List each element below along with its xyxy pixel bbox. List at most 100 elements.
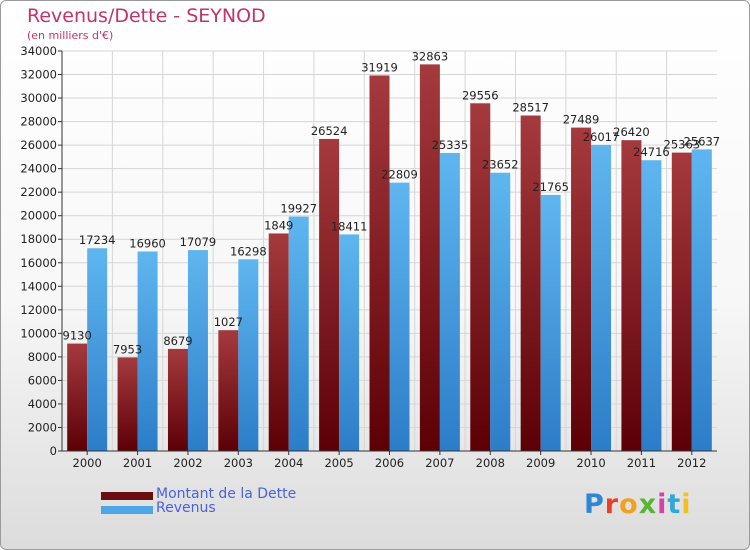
value-label-revenus: 17234 <box>79 233 116 247</box>
x-tick-label: 2010 <box>576 456 605 470</box>
x-tick-label: 2001 <box>123 456 152 470</box>
logo-letter: t <box>667 489 682 520</box>
value-label-dette: 9130 <box>63 329 92 343</box>
legend-swatch-dette <box>101 492 153 500</box>
bar-revenus-2005 <box>339 234 360 451</box>
value-label-dette: 25363 <box>664 138 701 152</box>
value-label-revenus: 16960 <box>129 236 166 250</box>
y-tick-label: 4000 <box>28 397 57 411</box>
bar-dette-2008 <box>470 103 491 452</box>
value-label-revenus: 19927 <box>280 202 317 216</box>
bar-revenus-2008 <box>490 172 511 451</box>
logo-letter: i <box>657 489 668 520</box>
logo-letter: P <box>584 489 605 520</box>
bar-dette-2010 <box>571 127 592 451</box>
value-label-dette: 32863 <box>412 49 449 63</box>
value-labels: 9130 17234 7953 16960 8679 17079 1027 16298 1849… <box>63 49 721 356</box>
x-tick-label: 2011 <box>627 456 656 470</box>
bar-revenus-2009 <box>540 194 561 452</box>
x-tick-label: 2009 <box>526 456 555 470</box>
chart-title: Revenus/Dette - SEYNOD <box>27 5 266 27</box>
logo-letter: r <box>604 489 620 520</box>
bar-dette-2002 <box>167 348 188 451</box>
value-label-dette: 26420 <box>613 125 650 139</box>
logo-letter: i <box>681 489 692 520</box>
x-tick-label: 2004 <box>274 456 303 470</box>
value-label-revenus: 26017 <box>583 130 620 144</box>
value-label-dette: 28517 <box>512 101 549 115</box>
y-tick-label: 2000 <box>28 420 57 434</box>
bar-revenus-2006 <box>389 182 410 452</box>
bar-dette-2006 <box>369 75 390 451</box>
bar-revenus-2003 <box>238 259 259 451</box>
bar-dette-2001 <box>117 357 138 451</box>
x-tick-label: 2007 <box>425 456 454 470</box>
y-tick-label: 32000 <box>20 68 57 82</box>
y-tick-label: 24000 <box>20 162 57 176</box>
value-label-revenus: 17079 <box>180 235 217 249</box>
x-tick-label: 2005 <box>324 456 353 470</box>
bar-dette-2007 <box>419 64 440 451</box>
x-tick-label: 2002 <box>173 456 202 470</box>
value-label-dette: 7953 <box>113 342 142 356</box>
logo-letter: x <box>638 489 658 520</box>
y-tick-label: 20000 <box>20 209 57 223</box>
legend-swatch-revenus <box>101 506 153 514</box>
value-label-revenus: 25335 <box>432 138 469 152</box>
y-tick-label: 22000 <box>20 185 57 199</box>
legend-label-revenus: Revenus <box>156 500 216 516</box>
axes: 0 2000 4000 6000 8000 10000 12000 14000 16000 180… <box>20 44 717 470</box>
value-label-dette: 1027 <box>214 315 243 329</box>
value-label-revenus: 24716 <box>633 145 670 159</box>
bar-dette-2011 <box>621 140 642 452</box>
bar-revenus-2004 <box>288 216 309 451</box>
bar-revenus-2007 <box>439 152 460 452</box>
proxiti-logo: Proxiti <box>584 489 692 520</box>
y-tick-label: 16000 <box>20 256 57 270</box>
y-tick-label: 34000 <box>20 44 57 58</box>
x-tick-label: 2012 <box>677 456 706 470</box>
value-label-revenus: 23652 <box>482 158 519 172</box>
value-label-dette: 31919 <box>361 60 398 74</box>
bars <box>67 64 712 452</box>
y-tick-label: 14000 <box>20 279 57 293</box>
y-tick-label: 10000 <box>20 326 57 340</box>
x-tick-label: 2008 <box>476 456 505 470</box>
bar-revenus-2010 <box>591 144 612 451</box>
y-tick-label: 6000 <box>28 373 57 387</box>
bar-revenus-2001 <box>137 251 158 451</box>
y-tick-label: 18000 <box>20 232 57 246</box>
value-label-revenus: 18411 <box>331 219 368 233</box>
value-label-revenus: 25637 <box>684 134 721 148</box>
bar-revenus-2002 <box>187 250 208 451</box>
x-tick-label: 2000 <box>73 456 102 470</box>
y-tick-label: 30000 <box>20 91 57 105</box>
y-tick-label: 26000 <box>20 138 57 152</box>
chart-subtitle: (en milliers d'€) <box>27 29 114 42</box>
bar-dette-2005 <box>319 138 340 451</box>
value-label-dette: 29556 <box>462 88 499 102</box>
bar-revenus-2012 <box>691 149 712 451</box>
bar-revenus-2000 <box>87 248 108 451</box>
bar-dette-2004 <box>268 233 289 451</box>
x-tick-label: 2003 <box>224 456 253 470</box>
bar-dette-2000 <box>67 343 88 451</box>
bar-dette-2009 <box>520 115 541 451</box>
y-tick-label: 8000 <box>28 350 57 364</box>
y-tick-label: 12000 <box>20 303 57 317</box>
value-label-revenus: 22809 <box>381 168 418 182</box>
y-tick-label: 28000 <box>20 115 57 129</box>
value-label-revenus: 21765 <box>532 180 569 194</box>
bar-dette-2003 <box>218 330 239 451</box>
value-label-dette: 27489 <box>563 113 600 127</box>
legend-label-dette: Montant de la Dette <box>156 486 297 502</box>
value-label-dette: 8679 <box>163 334 192 348</box>
logo-letter: o <box>619 489 639 520</box>
value-label-dette: 26524 <box>311 124 348 138</box>
value-label-revenus: 16298 <box>230 244 267 258</box>
y-tick-label: 0 <box>50 444 57 458</box>
bar-revenus-2011 <box>641 160 662 452</box>
x-tick-label: 2006 <box>375 456 404 470</box>
